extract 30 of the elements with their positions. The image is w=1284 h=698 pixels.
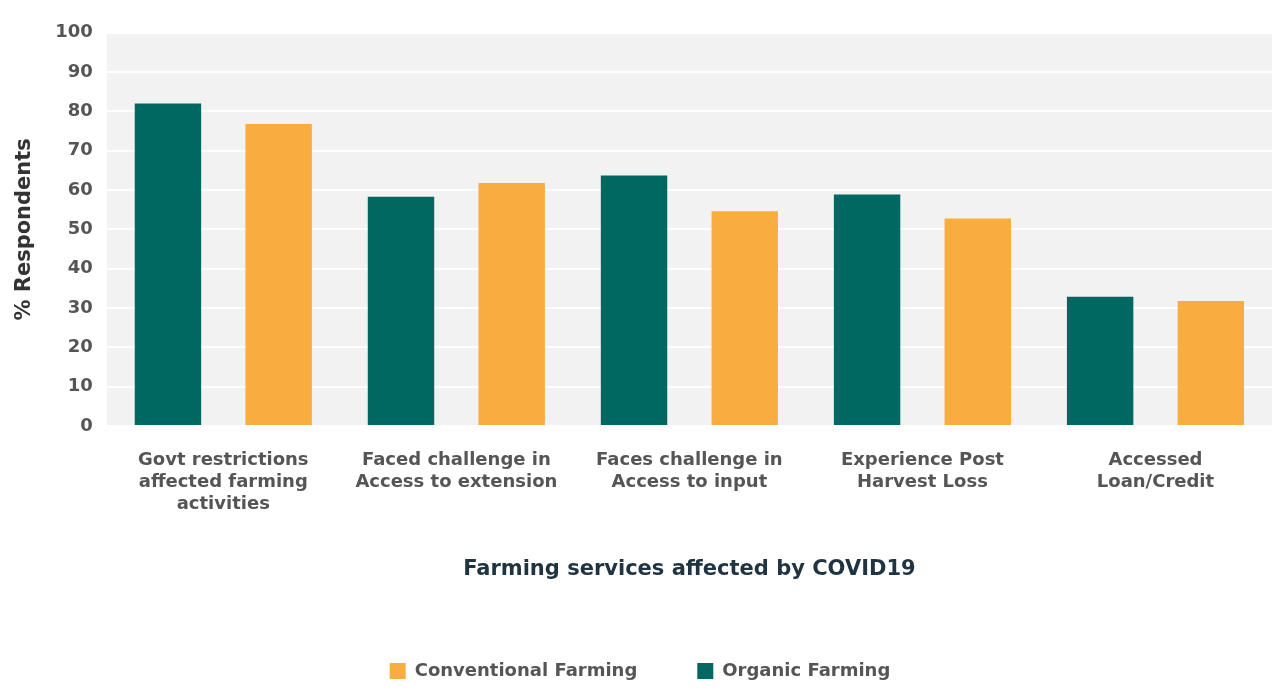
y-tick-label: 10 bbox=[67, 374, 93, 396]
y-tick-label: 50 bbox=[67, 217, 93, 239]
legend-label: Conventional Farming bbox=[414, 658, 638, 680]
y-tick-label: 40 bbox=[67, 256, 93, 278]
bar bbox=[478, 183, 545, 425]
x-tick-label: Faces challenge in Access to input bbox=[596, 448, 783, 492]
bar bbox=[833, 194, 901, 425]
y-axis-title: % Respondents bbox=[11, 138, 36, 321]
x-tick-label: Govt restrictions affected farming activities bbox=[138, 448, 309, 513]
y-tick-label: 0 bbox=[80, 413, 93, 435]
bar bbox=[134, 103, 202, 425]
bar bbox=[600, 175, 668, 425]
y-tick-label: 20 bbox=[67, 335, 93, 357]
bar bbox=[367, 196, 435, 425]
bar bbox=[1066, 296, 1134, 425]
bar bbox=[245, 124, 312, 425]
legend-label: Organic Farming bbox=[722, 658, 891, 680]
x-tick-label: Accessed Loan/Credit bbox=[1096, 448, 1215, 492]
y-tick-label: 70 bbox=[67, 138, 93, 160]
y-tick-label: 100 bbox=[55, 20, 93, 42]
x-tick-label: Experience Post Harvest Loss bbox=[840, 448, 1005, 492]
y-tick-label: 30 bbox=[67, 295, 93, 317]
y-tick-label: 60 bbox=[67, 177, 93, 199]
bar bbox=[944, 218, 1011, 425]
x-tick-label: Faced challenge in Access to extension bbox=[355, 448, 558, 492]
y-tick-label: 80 bbox=[67, 99, 93, 121]
y-tick-label: 90 bbox=[67, 59, 93, 81]
bar bbox=[1177, 300, 1245, 425]
x-axis-title: Farming services affected by COVID19 bbox=[463, 555, 916, 580]
bar bbox=[711, 211, 778, 425]
